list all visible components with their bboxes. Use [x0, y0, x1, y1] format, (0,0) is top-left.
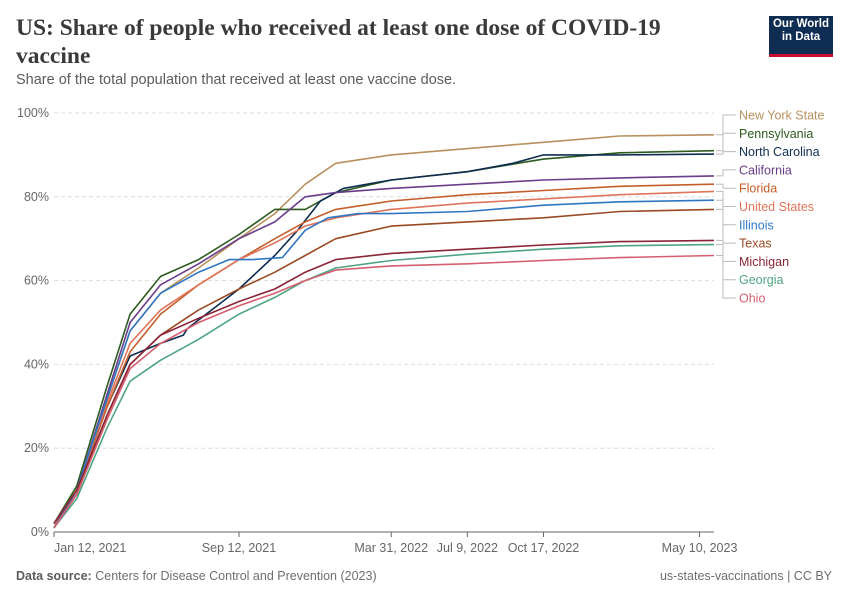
legend-connector-pennsylvania	[716, 132, 736, 152]
series-line-michigan[interactable]	[53, 239, 715, 525]
x-tick-label: Jan 12, 2021	[54, 541, 126, 555]
source-label: Data source:	[16, 569, 92, 583]
legend-label-texas[interactable]: Texas	[739, 237, 772, 251]
source-link[interactable]: Centers for Disease Control and Preventi…	[95, 569, 377, 583]
legend-connector-florida	[716, 183, 736, 189]
y-tick-label: 40%	[24, 357, 49, 371]
y-tick-label: 100%	[17, 106, 49, 120]
legend-connector-united-states	[716, 190, 736, 207]
legend-label-florida[interactable]: Florida	[739, 182, 777, 196]
owid-logo[interactable]: Our World in Data	[769, 16, 833, 57]
legend-connector-north-carolina	[716, 151, 736, 155]
x-tick-label: Mar 31, 2022	[354, 541, 428, 555]
legend-connector-california	[716, 169, 736, 177]
legend-label-michigan[interactable]: Michigan	[739, 255, 789, 269]
logo-line-1: Our World	[772, 18, 829, 30]
x-tick-label: Oct 17, 2022	[508, 541, 580, 555]
legend-connector-texas	[716, 208, 736, 244]
y-tick-label: 20%	[24, 441, 49, 455]
legend-label-north-carolina[interactable]: North Carolina	[739, 145, 820, 159]
y-tick-label: 0%	[31, 525, 49, 539]
series-line-california[interactable]	[53, 175, 715, 529]
legend-connector-new-york-state	[716, 114, 736, 136]
y-tick-label: 60%	[24, 274, 49, 288]
series-line-pennsylvania[interactable]	[53, 149, 715, 525]
series-line-new-york-state[interactable]	[53, 134, 715, 525]
chart-subtitle: Share of the total population that recei…	[16, 72, 457, 88]
legend-connector-illinois	[716, 199, 736, 226]
x-tick-label: Jul 9, 2022	[437, 541, 498, 555]
series-line-united-states[interactable]	[53, 190, 715, 525]
chart-slug-license[interactable]: us-states-vaccinations | CC BY	[659, 569, 832, 583]
legend-label-ohio[interactable]: Ohio	[739, 292, 765, 306]
chart-title: US: Share of people who received at leas…	[16, 15, 661, 69]
legend-label-pennsylvania[interactable]: Pennsylvania	[739, 127, 813, 141]
x-tick-label: May 10, 2023	[662, 541, 738, 555]
source-note: Data source: Centers for Disease Control…	[16, 569, 377, 583]
series-line-illinois[interactable]	[53, 199, 715, 529]
series-line-florida[interactable]	[53, 183, 715, 525]
x-tick-label: Sep 12, 2021	[202, 541, 276, 555]
legend-label-illinois[interactable]: Illinois	[739, 218, 774, 232]
legend-label-new-york-state[interactable]: New York State	[739, 109, 825, 123]
axis-layer: 0% 20% 40% 60% 80% 100% Jan 12, 2021 Sep 12, 20…	[17, 106, 737, 555]
series-line-ohio[interactable]	[53, 254, 715, 529]
legend-label-georgia[interactable]: Georgia	[739, 273, 784, 287]
grid-layer	[54, 112, 714, 449]
y-tick-label: 80%	[24, 190, 49, 204]
logo-line-2: in Data	[781, 31, 821, 43]
series-line-georgia[interactable]	[53, 243, 715, 529]
series-layer[interactable]	[53, 134, 715, 529]
series-line-north-carolina[interactable]	[53, 153, 715, 529]
legend-label-california[interactable]: California	[739, 163, 792, 177]
legend-connector-ohio	[716, 255, 736, 299]
legend-layer[interactable]: New York State Pennsylvania North Carolina…	[716, 109, 825, 306]
legend-label-united-states[interactable]: United States	[739, 200, 814, 214]
legend-connector-georgia	[716, 244, 736, 281]
